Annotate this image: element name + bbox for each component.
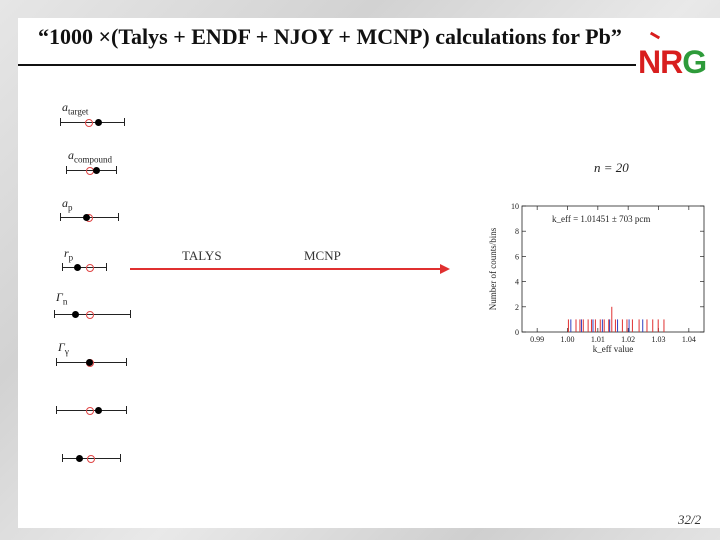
error-bar-cap [56, 358, 57, 366]
parameter-symbol: a [62, 100, 68, 114]
y-tick-label: 2 [515, 303, 519, 312]
error-bar [62, 267, 106, 268]
y-tick-label: 0 [515, 328, 519, 337]
sample-value-marker [85, 407, 94, 415]
y-tick-label: 10 [511, 202, 519, 211]
parameter-label: Γγ [58, 340, 69, 356]
central-value-marker [92, 167, 100, 174]
parameter-symbol: Γ [58, 340, 65, 354]
header-rule [18, 64, 636, 66]
error-bar-cap [118, 213, 119, 221]
y-tick-label: 6 [515, 252, 519, 261]
error-bar-cap [106, 263, 107, 271]
x-axis-label: k_eff value [593, 344, 634, 354]
central-value-marker [75, 455, 83, 462]
sample-value-marker [87, 455, 95, 463]
parameter-subscript: target [68, 106, 89, 117]
parameter-subscript: p [68, 202, 73, 213]
central-value-marker [94, 407, 102, 414]
central-value-marker [94, 119, 102, 126]
error-bar-cap [116, 166, 117, 174]
error-bar-cap [130, 310, 131, 318]
parameter-label: Γn [56, 290, 67, 306]
parameter-subscript: n [62, 296, 68, 307]
error-bar-cap [120, 454, 121, 462]
central-value-marker [86, 359, 94, 366]
sample-value-marker [85, 264, 94, 272]
parameter-symbol: r [64, 246, 69, 260]
parameter-label: acompound [68, 148, 112, 164]
logo-letter-g: G [682, 44, 707, 80]
error-bar-cap [62, 263, 63, 271]
keff-annotation: k_eff = 1.01451 ± 703 pcm [552, 214, 650, 224]
parameter-subscript: p [68, 252, 74, 263]
slide-title: “1000 ×(Talys + ENDF + NJOY + MCNP) calc… [38, 24, 622, 49]
x-tick-label: 1.03 [652, 335, 666, 344]
nrg-logo: NRG [638, 44, 707, 80]
parameter-subscript: γ [64, 346, 69, 357]
error-bar-cap [54, 310, 55, 318]
x-tick-label: 1.02 [621, 335, 635, 344]
parameter-label: atarget [62, 100, 88, 116]
plot-frame [521, 205, 705, 333]
keff-histogram: 0.99 1.00 1.01 1.02 1.03 1.04 0 2 4 6 8 10 k_eff = 1… [488, 202, 705, 354]
parameter-label: rp [64, 246, 73, 262]
x-tick-label: 1.04 [682, 335, 696, 344]
logo-letter-r: R [660, 44, 683, 80]
page-number: 32/2 [678, 512, 702, 527]
error-bar-cap [60, 213, 61, 221]
flow-label-talys: TALYS [182, 248, 222, 263]
central-value-marker [82, 214, 90, 221]
sample-count-label: n = 20 [594, 160, 629, 175]
parameter-subscript: compound [74, 154, 112, 165]
x-tick-label: 0.99 [530, 335, 544, 344]
central-value-marker [73, 264, 81, 271]
flow-label-mcnp: MCNP [304, 248, 341, 263]
flow-arrow-head [440, 264, 450, 274]
y-tick-label: 8 [515, 227, 519, 236]
central-value-marker [71, 311, 79, 318]
y-tick-label: 4 [515, 278, 519, 287]
error-bar-cap [126, 358, 127, 366]
x-tick-label: 1.00 [561, 335, 575, 344]
y-axis-label: Number of counts/bins [488, 227, 498, 310]
parameter-symbol: a [62, 196, 68, 210]
parameter-label: ap [62, 196, 73, 212]
error-bar-cap [66, 166, 67, 174]
sample-value-marker [86, 311, 95, 319]
logo-letter-n: N [638, 44, 661, 80]
error-bar-cap [56, 406, 57, 414]
sample-value-marker [84, 119, 93, 127]
error-bar-cap [126, 406, 127, 414]
flow-arrow [130, 268, 442, 270]
parameter-symbol: Γ [56, 290, 63, 304]
error-bar-cap [60, 118, 61, 126]
error-bar-cap [124, 118, 125, 126]
x-tick-label: 1.01 [591, 335, 605, 344]
error-bar-cap [62, 454, 63, 462]
parameter-symbol: a [68, 148, 74, 162]
